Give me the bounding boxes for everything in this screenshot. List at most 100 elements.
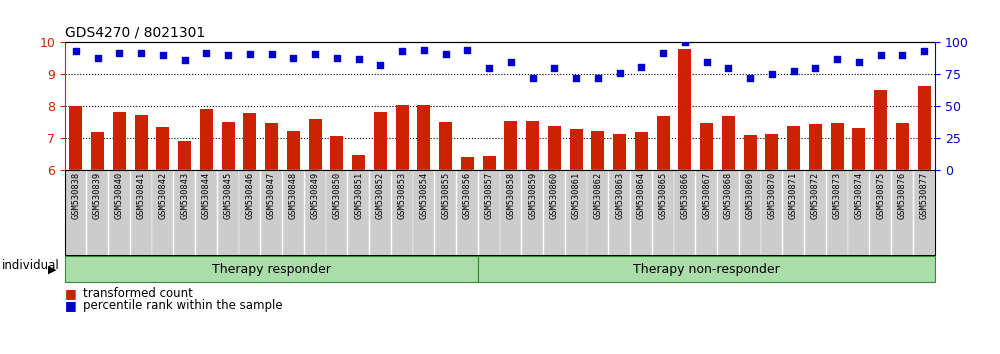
Point (807, 65, 823, 71)
Text: GSM530851: GSM530851 (354, 172, 363, 219)
Bar (852, 128, 865, 170)
Point (177, 57, 193, 63)
Text: ■: ■ (65, 299, 81, 312)
Point (481, 65, 497, 71)
Point (242, 51, 258, 57)
Text: GSM530856: GSM530856 (463, 172, 472, 219)
Point (307, 51, 323, 57)
Text: GSM530870: GSM530870 (767, 172, 776, 219)
Point (720, 65, 736, 71)
Text: GSM530865: GSM530865 (659, 172, 668, 219)
Text: GSM530839: GSM530839 (93, 172, 102, 219)
Text: GSM530866: GSM530866 (680, 172, 689, 219)
Point (416, 47, 432, 53)
Bar (178, 141, 191, 170)
Text: GSM530875: GSM530875 (876, 172, 885, 219)
Bar (91, 132, 104, 170)
Text: GSM530847: GSM530847 (267, 172, 276, 219)
Text: GSM530846: GSM530846 (245, 172, 254, 219)
Bar (896, 123, 909, 170)
Bar (113, 112, 126, 170)
Point (285, 55, 301, 61)
Bar (243, 113, 256, 170)
Bar (526, 121, 539, 170)
Text: GSM530840: GSM530840 (115, 172, 124, 219)
Bar (439, 122, 452, 170)
Bar (918, 86, 931, 170)
Bar (265, 123, 278, 170)
Point (155, 52, 171, 58)
Point (742, 75, 758, 81)
Text: GSM530874: GSM530874 (854, 172, 863, 219)
Bar (504, 120, 517, 170)
Bar (765, 134, 778, 170)
Point (764, 72, 780, 77)
Text: GSM530876: GSM530876 (898, 172, 907, 219)
Point (329, 55, 345, 61)
Bar (69, 105, 82, 170)
Bar (570, 129, 583, 170)
Point (372, 63, 388, 68)
Text: GSM530854: GSM530854 (419, 172, 428, 219)
Text: GSM530841: GSM530841 (137, 172, 146, 219)
Text: GSM530860: GSM530860 (550, 172, 559, 219)
Point (699, 59, 715, 64)
Text: individual: individual (2, 259, 60, 272)
Text: GSM530859: GSM530859 (528, 172, 537, 219)
Point (786, 68, 802, 73)
Bar (874, 90, 887, 170)
Point (633, 64, 649, 69)
Bar (330, 136, 343, 170)
Point (438, 51, 454, 57)
Text: GSM530872: GSM530872 (811, 172, 820, 219)
Bar (635, 132, 648, 170)
Bar (200, 109, 213, 170)
Bar (135, 115, 148, 170)
Point (851, 59, 867, 64)
Point (90, 55, 106, 61)
Point (590, 75, 606, 81)
Text: GSM530858: GSM530858 (506, 172, 515, 219)
Bar (809, 124, 822, 170)
Point (568, 75, 584, 81)
Bar (374, 112, 387, 170)
Point (873, 52, 889, 58)
Bar (613, 134, 626, 170)
Bar (787, 126, 800, 170)
Bar (678, 50, 691, 170)
Point (198, 50, 214, 56)
Text: GSM530843: GSM530843 (180, 172, 189, 219)
Bar (309, 119, 322, 170)
Text: GDS4270 / 8021301: GDS4270 / 8021301 (65, 26, 205, 40)
Bar (591, 131, 604, 170)
Bar (548, 126, 561, 170)
Point (503, 59, 519, 64)
Text: GSM530845: GSM530845 (224, 172, 233, 219)
Point (894, 52, 910, 58)
Text: GSM530877: GSM530877 (920, 172, 929, 219)
Text: GSM530842: GSM530842 (158, 172, 167, 219)
Point (220, 52, 236, 58)
Text: ■: ■ (65, 287, 81, 299)
Bar (222, 122, 235, 170)
Point (394, 48, 410, 54)
Point (546, 65, 562, 71)
Bar (831, 123, 844, 170)
Text: GSM530838: GSM530838 (71, 172, 80, 219)
Text: GSM530850: GSM530850 (332, 172, 341, 219)
Text: GSM530844: GSM530844 (202, 172, 211, 219)
Bar (156, 127, 169, 170)
Text: GSM530861: GSM530861 (572, 172, 581, 219)
Point (133, 50, 149, 56)
Bar (396, 104, 409, 170)
Bar (657, 116, 670, 170)
Text: GSM530848: GSM530848 (289, 172, 298, 219)
Bar (417, 104, 430, 170)
Point (111, 50, 127, 56)
Point (677, 40, 693, 45)
Text: GSM530862: GSM530862 (593, 172, 602, 219)
Text: GSM530867: GSM530867 (702, 172, 711, 219)
Bar (287, 131, 300, 170)
Point (525, 75, 541, 81)
Point (351, 56, 367, 62)
